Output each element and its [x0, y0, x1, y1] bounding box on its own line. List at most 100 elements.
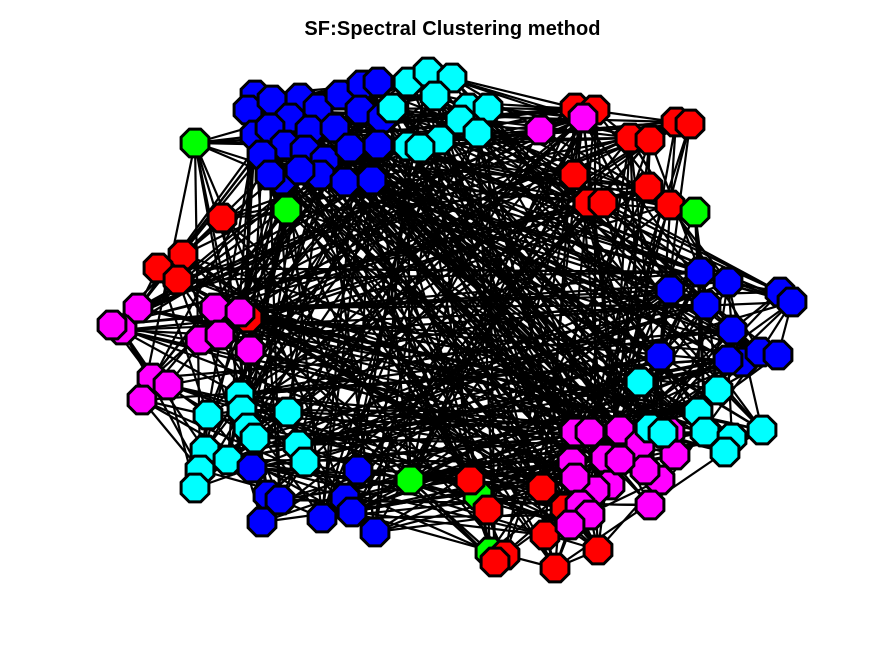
graph-node-red [454, 464, 486, 496]
graph-node-cyan [376, 92, 408, 124]
graph-edge [156, 267, 210, 416]
graph-node-blue [776, 286, 808, 318]
graph-node-blue [334, 132, 366, 164]
graph-node-red [206, 202, 238, 234]
graph-node-blue [359, 516, 391, 548]
graph-node-red [162, 264, 194, 296]
graph-node-magenta [122, 292, 154, 324]
graph-node-cyan [702, 374, 734, 406]
graph-edge [247, 316, 699, 414]
graph-node-red [654, 189, 686, 221]
graph-node-blue [362, 129, 394, 161]
graph-edge [377, 144, 676, 456]
graph-node-blue [712, 266, 744, 298]
graph-node-cyan [419, 80, 451, 112]
graph-edge [121, 329, 201, 471]
graph-node-red [634, 124, 666, 156]
graph-edge [241, 408, 699, 414]
graph-node-magenta [567, 102, 599, 134]
graph-node-magenta [224, 296, 256, 328]
graph-node-magenta [554, 509, 586, 541]
graph-node-cyan [647, 417, 679, 449]
graph-node-red [587, 187, 619, 219]
graph-node-blue [284, 154, 316, 186]
graph-node-cyan [179, 472, 211, 504]
graph-node-blue [716, 314, 748, 346]
graph-node-red [632, 171, 664, 203]
graph-node-blue [712, 344, 744, 376]
graph-edge [299, 168, 779, 357]
graph-node-red [674, 108, 706, 140]
graph-node-blue [362, 66, 394, 98]
graph-edge [254, 303, 707, 440]
graph-node-cyan [709, 436, 741, 468]
graph-edge [349, 147, 661, 357]
graph-edge [297, 288, 671, 447]
graph-node-cyan [462, 117, 494, 149]
graph-edge [320, 107, 490, 519]
graph-node-red [472, 494, 504, 526]
graph-node-blue [684, 256, 716, 288]
graph-edge [227, 121, 677, 461]
graph-node-cyan [624, 366, 656, 398]
graph-edge [214, 201, 589, 310]
graph-node-blue [356, 164, 388, 196]
graph-node-cyan [746, 414, 778, 446]
graph-node-blue [336, 496, 368, 528]
graph-node-magenta [152, 369, 184, 401]
graph-node-cyan [192, 399, 224, 431]
graph-node-magenta [234, 334, 266, 366]
graph-edge [409, 460, 573, 482]
graph-edge [177, 270, 701, 282]
graph-node-blue [644, 340, 676, 372]
graph-edge [299, 169, 556, 569]
graph-node-blue [342, 454, 374, 486]
figure-title: SF:Spectral Clustering method [304, 18, 601, 40]
graph-edge [177, 120, 677, 282]
graph-node-blue [690, 289, 722, 321]
graph-node-red [526, 472, 558, 504]
graph-edge [297, 132, 479, 446]
graph-node-red [539, 552, 571, 584]
graph-node-cyan [689, 416, 721, 448]
graph-node-cyan [212, 444, 244, 476]
graph-node-red [558, 159, 590, 191]
graph-node-cyan [239, 422, 271, 454]
graph-node-cyan [289, 446, 321, 478]
graph-node-red [479, 546, 511, 578]
graph-edge [111, 201, 604, 327]
graph-node-cyan [404, 132, 436, 164]
graph-edge [157, 266, 701, 274]
graph-node-blue [246, 506, 278, 538]
graph-node-magenta [96, 309, 128, 341]
graph-node-blue [306, 502, 338, 534]
graph-edge [361, 84, 599, 551]
graph-node-blue [654, 274, 686, 306]
graph-edge [487, 107, 706, 433]
graph-edge [239, 280, 729, 314]
graph-node-blue [329, 166, 361, 198]
graph-edge [221, 217, 543, 489]
graph-node-blue [236, 452, 268, 484]
graph-node-blue [264, 484, 296, 516]
graph-edge [304, 149, 763, 431]
graph-node-cyan [472, 92, 504, 124]
graph-node-magenta [559, 462, 591, 494]
graph-node-cyan [272, 396, 304, 428]
graph-node-green [179, 127, 211, 159]
graph-node-green [394, 464, 426, 496]
graph-edge [247, 107, 469, 429]
graph-edge [582, 117, 671, 291]
graph-node-magenta [524, 114, 556, 146]
graph-node-blue [762, 339, 794, 371]
graph-node-blue [254, 159, 286, 191]
graph-node-magenta [204, 319, 236, 351]
graph-node-magenta [126, 384, 158, 416]
graph-edge [207, 121, 677, 416]
graph-node-green [679, 196, 711, 228]
graph-edge [408, 107, 577, 481]
graph-node-magenta [604, 444, 636, 476]
graph-node-magenta [634, 489, 666, 521]
